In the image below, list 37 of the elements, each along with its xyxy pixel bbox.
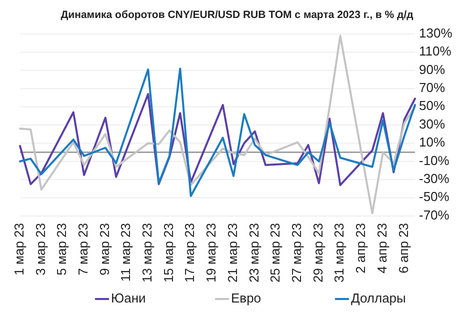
y-tick-label: 30%: [419, 116, 446, 132]
line-series: [19, 93, 416, 186]
line-series: [19, 34, 416, 214]
y-tick-label: -50%: [419, 189, 450, 204]
x-tick-label: 7 мар 23: [75, 223, 90, 276]
x-tick-label: 25 мар 23: [268, 223, 283, 283]
y-tick-label: -10%: [419, 152, 450, 168]
legend-label: Доллары: [351, 290, 406, 306]
x-tick-label: 6 апр 23: [396, 223, 411, 274]
y-tick-label: 10%: [419, 134, 446, 150]
x-tick-label: 3 мар 23: [32, 223, 48, 276]
x-tick-label: 19 мар 23: [204, 223, 219, 283]
x-tick-label: 5 мар 23: [54, 223, 70, 276]
x-tick-label: 15 мар 23: [160, 223, 176, 283]
line-series: [19, 68, 416, 197]
x-tick-label: 17 мар 23: [182, 223, 198, 283]
x-tick-label: 1 мар 23: [11, 223, 26, 276]
x-tick-label: 4 апр 23: [374, 223, 390, 274]
y-tick-label: -30%: [419, 171, 450, 186]
legend-label: Евро: [231, 290, 262, 306]
x-tick-label: 2 апр 23: [353, 223, 368, 274]
chart-title: Динамика оборотов CNY/EUR/USD RUB TOM с марта 2023 г., в % д/д: [60, 9, 414, 21]
y-tick-label: 110%: [419, 44, 452, 59]
x-tick-label: 9 мар 23: [96, 223, 112, 276]
x-tick-label: 29 мар 23: [310, 223, 326, 283]
y-tick-label: -70%: [419, 207, 450, 222]
y-tick-label: 130%: [419, 25, 453, 40]
x-tick-label: 21 мар 23: [224, 223, 240, 283]
x-tick-label: 27 мар 23: [289, 223, 304, 283]
x-tick-label: 11 мар 23: [118, 223, 134, 282]
x-tick-label: 23 мар 23: [246, 223, 262, 283]
x-tick-label: 31 мар 23: [332, 223, 347, 283]
legend-label: Юани: [111, 290, 146, 306]
y-tick-label: 90%: [419, 62, 446, 77]
y-tick-label: 50%: [419, 98, 446, 114]
y-tick-label: 70%: [419, 80, 446, 96]
x-tick-label: 13 мар 23: [140, 223, 155, 283]
